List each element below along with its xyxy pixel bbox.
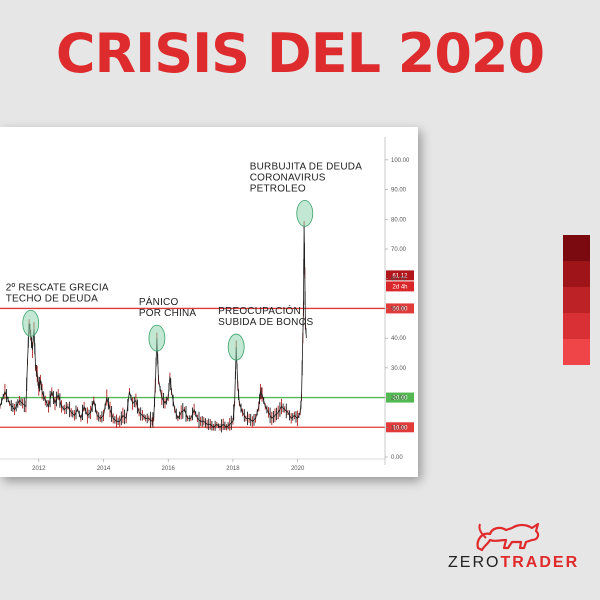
color-swatch-strip xyxy=(563,235,590,365)
brand-logo: ZEROTRADER xyxy=(448,518,577,578)
x-tick-label: 2020 xyxy=(291,466,305,472)
brand-name-part2: TRADER xyxy=(500,554,580,571)
current-value-sub-box xyxy=(386,281,414,292)
color-swatch xyxy=(563,313,590,339)
level-label-box xyxy=(386,422,414,433)
page-title: CRISIS DEL 2020 xyxy=(55,22,545,85)
y-tick-label: 100.00 xyxy=(391,158,410,164)
annotation-text: PREOCUPACIÓN xyxy=(218,304,301,317)
annotation-text: PETROLEO xyxy=(250,183,306,194)
annotation-text: TECHO DE DEUDA xyxy=(6,293,98,304)
color-swatch xyxy=(563,261,590,287)
y-tick-label: 70.00 xyxy=(391,247,407,253)
chart-card: 50.00 20.00 10.00 61.12 2d 4h 100.00 90.00 80.… xyxy=(0,127,418,477)
level-label-box xyxy=(386,303,414,314)
level-label: 50.00 xyxy=(392,306,408,312)
annotation-text: 2º RESCATE GRECIA xyxy=(6,282,109,293)
brand-name-part1: ZERO xyxy=(448,554,501,571)
y-tick-label: 50.00 xyxy=(391,306,407,312)
y-tick-label: 40.00 xyxy=(391,336,407,342)
y-tick-label: 90.00 xyxy=(391,188,407,194)
y-tick-label: 20.00 xyxy=(391,396,407,402)
y-tick-label: 60.00 xyxy=(391,277,407,283)
y-tick-label: 80.00 xyxy=(391,217,407,223)
annotation-text: SUBIDA DE BONOS xyxy=(218,317,313,328)
color-swatch xyxy=(563,339,590,365)
y-tick-label: 0.00 xyxy=(391,455,403,461)
annotation-text: BURBUJITA DE DEUDA xyxy=(250,161,362,172)
level-label-box xyxy=(386,392,414,403)
y-tick-label: 30.00 xyxy=(391,366,407,372)
x-tick-label: 2012 xyxy=(32,466,46,472)
highlight-ellipse xyxy=(227,333,245,361)
current-value-label: 61.12 xyxy=(392,273,408,279)
bull-logo-icon xyxy=(476,522,540,552)
color-swatch xyxy=(563,235,590,261)
highlight-ellipse xyxy=(148,324,166,352)
color-swatch xyxy=(563,287,590,313)
x-tick-label: 2014 xyxy=(97,466,111,472)
level-label: 20.00 xyxy=(392,396,408,402)
level-label: 10.00 xyxy=(392,425,408,431)
highlight-ellipse xyxy=(296,199,314,227)
current-value-sublabel: 2d 4h xyxy=(392,284,407,290)
brand-name: ZEROTRADER xyxy=(448,554,577,572)
annotation-text: PÁNICO xyxy=(139,295,179,308)
x-tick-label: 2018 xyxy=(226,466,240,472)
x-tick-label: 2016 xyxy=(162,466,176,472)
chart: 50.00 20.00 10.00 61.12 2d 4h 100.00 90.00 80.… xyxy=(0,137,414,472)
annotation-text: CORONAVIRUS xyxy=(250,172,326,183)
highlight-ellipse xyxy=(22,309,40,337)
series-line xyxy=(0,225,307,428)
y-tick-label: 10.00 xyxy=(391,425,407,431)
current-value-box xyxy=(386,270,414,281)
annotation-text: POR CHINA xyxy=(139,308,196,319)
